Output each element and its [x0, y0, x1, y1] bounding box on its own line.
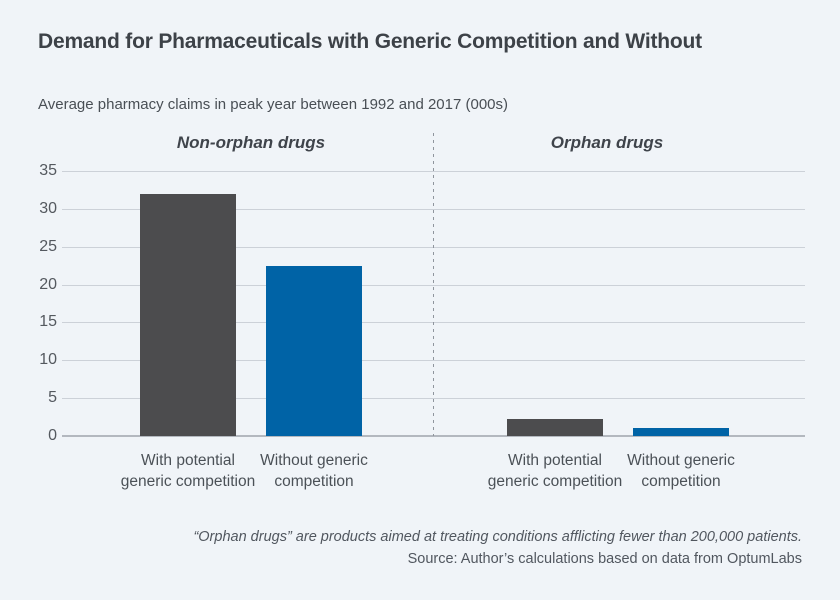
y-tick-label: 0 — [48, 427, 57, 444]
y-tick-label: 15 — [39, 313, 57, 331]
x-category-label-line: competition — [641, 473, 721, 490]
x-category-label-line: With potential — [141, 452, 235, 469]
source-credit: Source: Author’s calculations based on d… — [407, 551, 802, 567]
x-category-label-line: Without generic — [260, 452, 368, 469]
chart-footnotes: “Orphan drugs” are products aimed at tre… — [150, 526, 802, 570]
chart-subtitle: Average pharmacy claims in peak year bet… — [38, 96, 509, 113]
y-tick-label: 5 — [48, 389, 57, 407]
section-label: Orphan drugs — [550, 133, 664, 152]
x-category-label-line: Without generic — [627, 452, 735, 469]
bar — [140, 193, 236, 436]
y-tick-label: 20 — [39, 275, 57, 293]
x-category-label-line: With potential — [508, 452, 602, 469]
chart-title: Demand for Pharmaceuticals with Generic … — [38, 30, 702, 53]
section-label: Non-orphan drugs — [176, 133, 326, 152]
x-category-label: With potential generic competition — [98, 450, 278, 492]
x-category-label-line: generic competition — [120, 473, 256, 490]
bar — [507, 418, 603, 436]
section-divider-line — [433, 133, 434, 436]
x-category-label: With potential generic competition — [465, 450, 645, 492]
y-tick-label: 30 — [39, 199, 57, 217]
x-category-label-line: competition — [274, 473, 354, 490]
bar — [266, 265, 362, 436]
y-tick-label: 25 — [39, 237, 57, 255]
x-category-label-line: generic competition — [487, 473, 623, 490]
x-category-label: Without generic competition — [224, 450, 404, 492]
bar — [633, 428, 729, 436]
x-category-label: Without generic competition — [591, 450, 771, 492]
y-tick-label: 35 — [39, 162, 57, 179]
x-axis-baseline — [62, 435, 805, 437]
orphan-drugs-definition-note: “Orphan drugs” are products aimed at tre… — [193, 529, 802, 545]
y-tick-label: 10 — [39, 351, 57, 369]
